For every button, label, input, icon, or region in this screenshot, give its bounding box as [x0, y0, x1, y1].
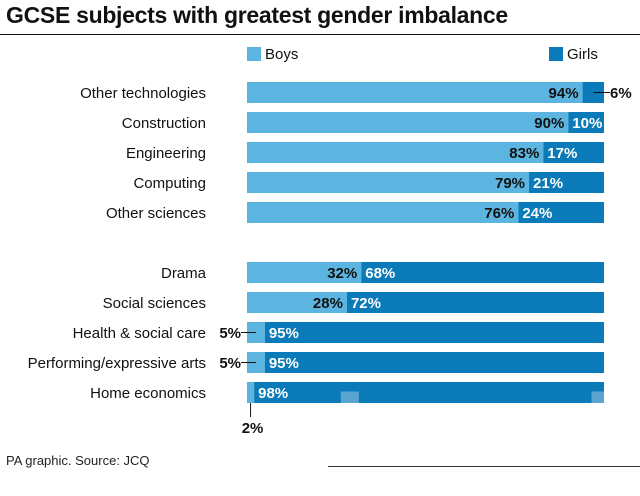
- bar-girls: [254, 382, 604, 403]
- bar-girls: [264, 322, 604, 343]
- category-label: Engineering: [126, 145, 206, 162]
- value-label-girls: 95%: [269, 325, 299, 342]
- value-label-boys: 2%: [242, 420, 264, 437]
- value-label-girls: 95%: [269, 355, 299, 372]
- category-label: Drama: [161, 265, 207, 282]
- value-label-boys: 79%: [495, 175, 525, 192]
- legend-label-boys: Boys: [265, 46, 298, 63]
- bar-boys: [247, 292, 347, 313]
- value-label-boys: 28%: [313, 295, 343, 312]
- bar-girls: [346, 292, 604, 313]
- legend-swatch-girls: [549, 47, 563, 61]
- stacked-bar-chart: Boys Girls Other technologies 94% 6% Construc…: [28, 46, 632, 437]
- category-label: Health & social care: [73, 325, 206, 342]
- bar-girls: [543, 142, 604, 163]
- category-label: Home economics: [90, 385, 206, 402]
- bar-girls: [568, 112, 604, 133]
- title-divider: [0, 34, 640, 35]
- category-label: Performing/expressive arts: [28, 355, 206, 372]
- legend-swatch-boys: [247, 47, 261, 61]
- category-label: Other sciences: [106, 205, 206, 222]
- category-label: Other technologies: [80, 85, 206, 102]
- value-label-boys: 32%: [327, 265, 357, 282]
- value-label-girls: 24%: [522, 205, 552, 222]
- value-label-boys: 94%: [549, 85, 579, 102]
- bar-boys: [247, 112, 569, 133]
- bar-boys: [247, 142, 544, 163]
- category-label: Social sciences: [103, 295, 206, 312]
- bar-boys: [247, 172, 530, 193]
- bar-girls: [518, 202, 604, 223]
- footer-divider: [328, 466, 640, 467]
- bar-boys: [247, 262, 362, 283]
- value-label-boys: 5%: [219, 355, 241, 372]
- bar-girls: [529, 172, 604, 193]
- value-label-boys: 83%: [509, 145, 539, 162]
- value-label-girls: 17%: [547, 145, 577, 162]
- category-label: Construction: [122, 115, 206, 132]
- bar-girls: [361, 262, 604, 283]
- legend-label-girls: Girls: [567, 46, 598, 63]
- value-label-boys: 90%: [534, 115, 564, 132]
- bar-boys: [247, 382, 255, 403]
- value-label-boys: 5%: [219, 325, 241, 342]
- bar-boys: [247, 82, 583, 103]
- bar-girls: [264, 352, 604, 373]
- source-credit: PA graphic. Source: JCQ: [6, 453, 150, 468]
- value-label-girls: 68%: [365, 265, 395, 282]
- value-label-girls: 6%: [610, 85, 632, 102]
- value-label-girls: 72%: [351, 295, 381, 312]
- category-label: Computing: [133, 175, 206, 192]
- value-label-girls: 98%: [258, 385, 288, 402]
- chart-title: GCSE subjects with greatest gender imbal…: [6, 2, 508, 28]
- bar-boys: [247, 202, 519, 223]
- value-label-girls: 21%: [533, 175, 563, 192]
- value-label-girls: 10%: [572, 115, 602, 132]
- value-label-boys: 76%: [484, 205, 514, 222]
